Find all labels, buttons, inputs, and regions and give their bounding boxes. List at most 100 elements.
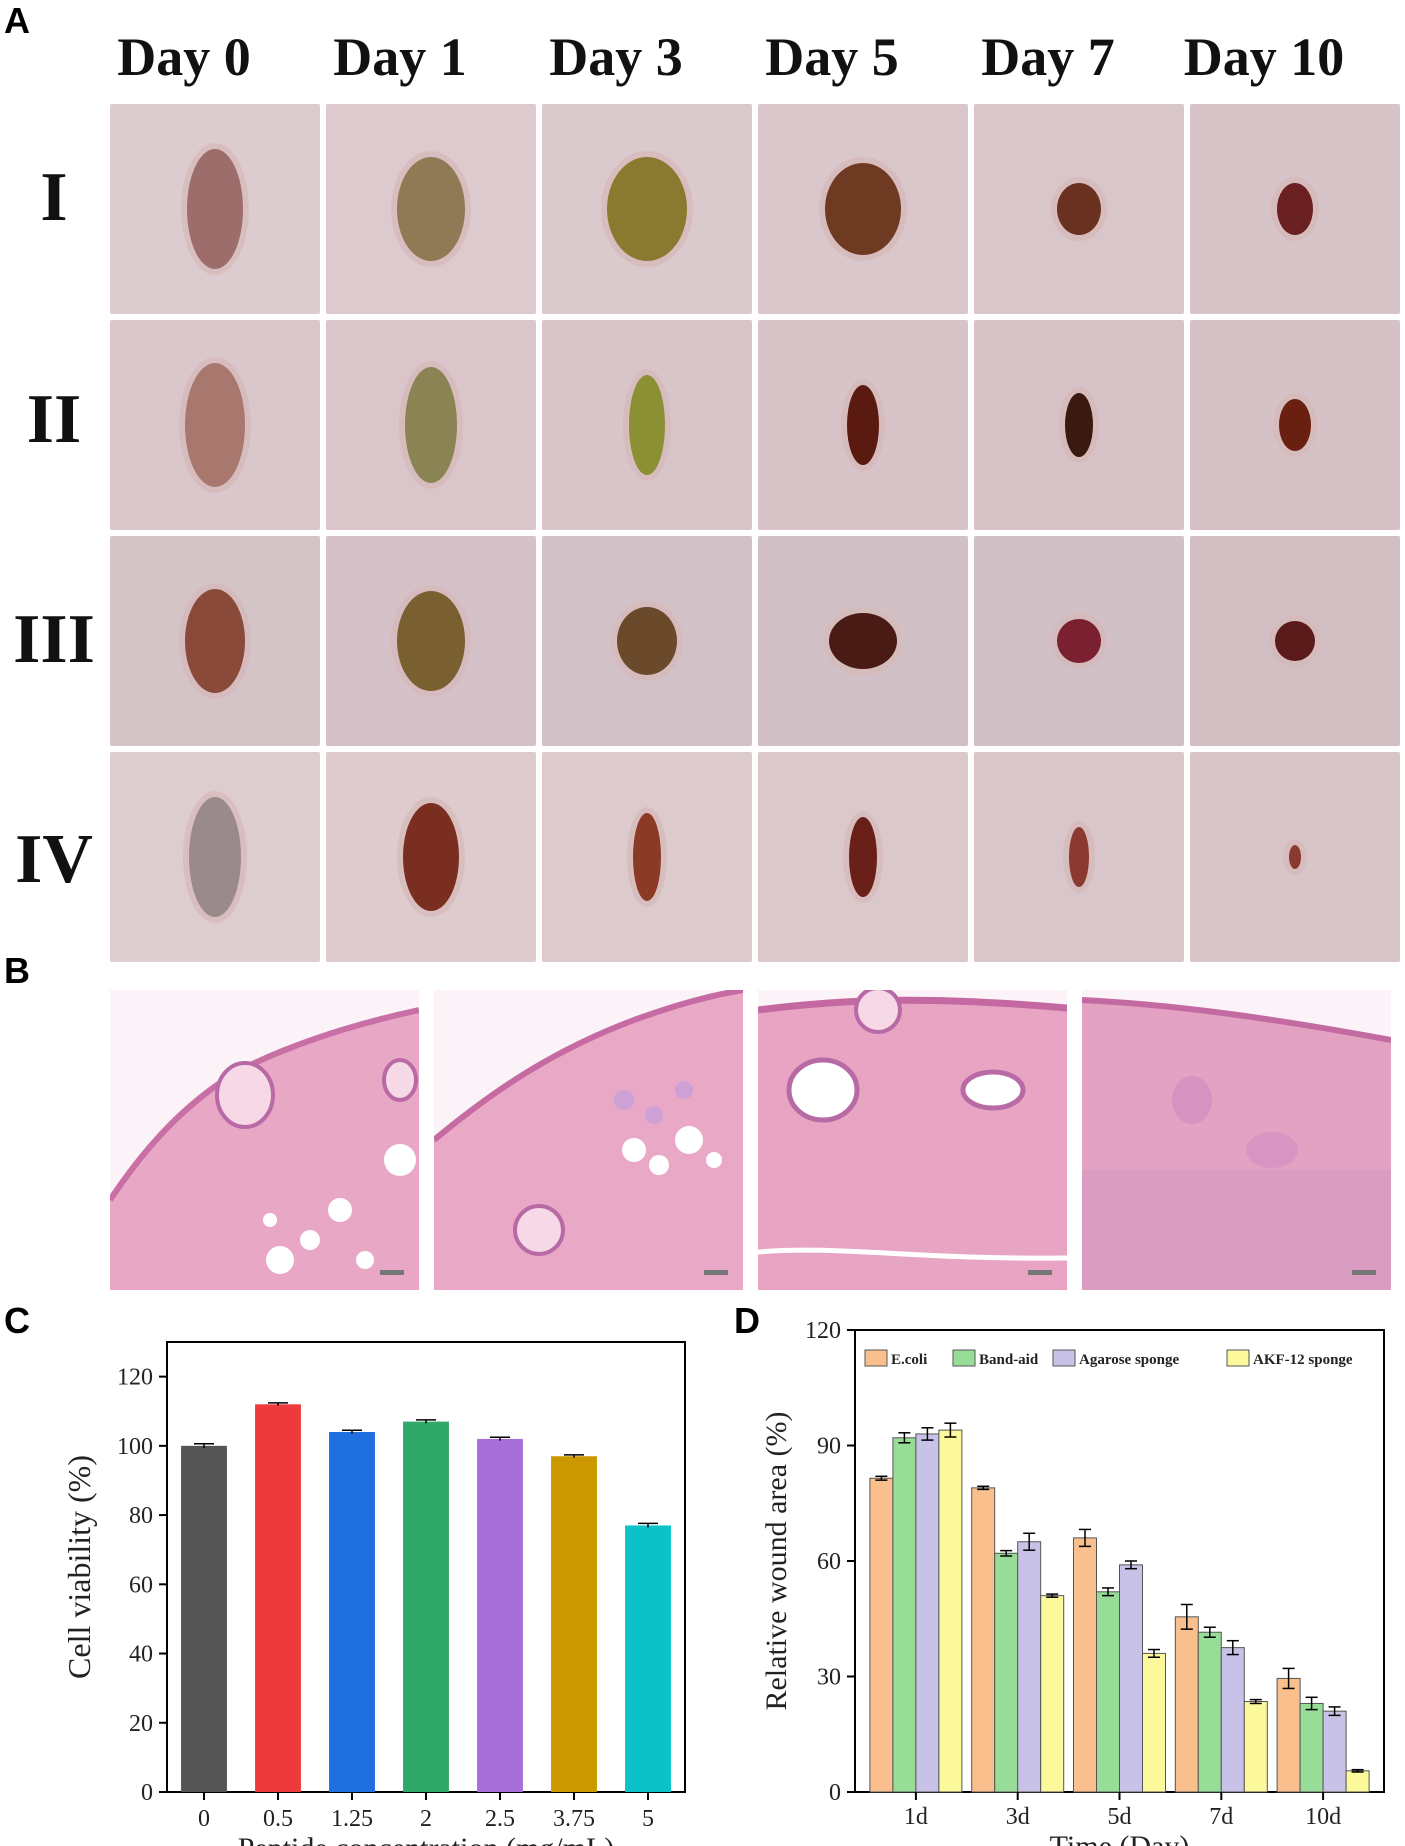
wound (1279, 399, 1311, 451)
bar-5 (625, 1525, 671, 1792)
wound-photo-3-4 (758, 536, 968, 746)
wound (397, 591, 465, 691)
bar-AKF-12 sponge-10d (1345, 1770, 1370, 1793)
y-axis-label: Relative wound area (%) (760, 1411, 793, 1710)
wound (849, 817, 877, 897)
legend-swatch (952, 1349, 976, 1367)
y-tick-label: 60 (129, 1572, 153, 1598)
bar-Agarose sponge-5d (1119, 1564, 1143, 1793)
x-tick-label: 10d (1305, 1804, 1341, 1830)
wound-photo-3-1 (110, 536, 320, 746)
x-tick-label: 5d (1108, 1804, 1132, 1830)
wound-photo-4-1 (110, 752, 320, 962)
wound (1277, 183, 1313, 235)
day-label-1: Day 1 (333, 27, 467, 87)
bar-E.coli-7d (1174, 1616, 1199, 1793)
x-tick-label: 0 (198, 1806, 210, 1832)
bar-AKF-12 sponge-1d (938, 1429, 963, 1793)
x-tick-label: 1d (904, 1804, 928, 1830)
wound-photo-4-3 (542, 752, 752, 962)
legend-label: Agarose sponge (1079, 1352, 1179, 1368)
wound-photo-4-6 (1190, 752, 1400, 962)
x-axis-label: Peptide concentration (mg/mL) (238, 1832, 615, 1846)
wound (633, 813, 661, 901)
wound-photo-1-5 (974, 104, 1184, 314)
cell-viability-chart: 0 20 40 60 80 100 120 0 0.5 1.25 2 2.5 3.75 5 Peptide … (61, 1341, 686, 1846)
wound (1289, 845, 1301, 869)
wound (397, 157, 465, 261)
wound (405, 367, 457, 483)
bar-3.75 (551, 1456, 597, 1792)
x-tick-label: 7d (1209, 1804, 1233, 1830)
y-tick-label: 90 (817, 1434, 841, 1460)
y-tick-label: 0 (829, 1780, 841, 1806)
legend-label: Band-aid (979, 1352, 1039, 1368)
wound-photo-3-5 (974, 536, 1184, 746)
day-label-5: Day 5 (765, 27, 899, 87)
x-tick-label: 0.5 (263, 1806, 293, 1832)
histology-image-4 (1082, 990, 1391, 1290)
wound (829, 613, 897, 669)
legend-label: E.coli (891, 1352, 927, 1368)
wound (403, 803, 459, 911)
y-tick-label: 0 (141, 1780, 153, 1806)
bar-Band-aid-5d (1096, 1591, 1120, 1793)
wound-photo-2-2 (326, 320, 536, 530)
wound (629, 375, 665, 475)
wound-photo-2-6 (1190, 320, 1400, 530)
wound-photo-4-4 (758, 752, 968, 962)
wound-photo-1-4 (758, 104, 968, 314)
bar-Band-aid-1d (892, 1437, 917, 1793)
wound-photo-2-4 (758, 320, 968, 530)
wound-area-chart: 0 30 60 90 120 1d 3d 5d 7d 10d Time (Day) Relative … (760, 1318, 1385, 1846)
wound-photo-4-2 (326, 752, 536, 962)
y-tick-label: 100 (117, 1434, 153, 1460)
bar-E.coli-1d (869, 1477, 894, 1793)
bar-Agarose sponge-1d (915, 1433, 940, 1793)
y-axis-label: Cell viability (%) (61, 1455, 97, 1679)
wound (607, 157, 687, 261)
wound-photo-1-3 (542, 104, 752, 314)
wound-photo-3-6 (1190, 536, 1400, 746)
bar-E.coli-10d (1276, 1677, 1301, 1793)
wound (1065, 393, 1093, 457)
panel-b-letter: B (4, 950, 30, 991)
wound (1057, 183, 1101, 235)
x-axis-label: Time (Day) (1050, 1830, 1190, 1846)
day-label-0: Day 0 (117, 27, 251, 87)
wound-photo-3-2 (326, 536, 536, 746)
y-tick-label: 80 (129, 1503, 153, 1529)
y-tick-label: 30 (817, 1665, 841, 1691)
x-tick-label: 5 (642, 1806, 654, 1832)
bar-2 (403, 1421, 449, 1792)
histology-image-1 (110, 990, 419, 1290)
wound-photo-2-1 (110, 320, 320, 530)
x-tick-label: 2.5 (485, 1806, 515, 1832)
bar-Agarose sponge-3d (1017, 1541, 1042, 1793)
day-label-10: Day 10 (1183, 27, 1345, 87)
bar-Agarose sponge-7d (1220, 1647, 1245, 1793)
bar-0 (181, 1445, 227, 1792)
bar-Band-aid-7d (1197, 1631, 1222, 1793)
panel-a-letter: A (4, 0, 30, 41)
wound-photo-1-2 (326, 104, 536, 314)
day-label-7: Day 7 (981, 27, 1115, 87)
legend-swatch (864, 1349, 888, 1367)
wound (617, 607, 677, 675)
wound-photo-2-3 (542, 320, 752, 530)
legend-swatch (1052, 1349, 1076, 1367)
y-tick-label: 120 (117, 1365, 153, 1391)
y-tick-label: 40 (129, 1642, 153, 1668)
wound (189, 797, 241, 917)
wound (187, 149, 243, 269)
x-tick-label: 3d (1006, 1804, 1030, 1830)
wound (1057, 619, 1101, 663)
bar-E.coli-3d (971, 1487, 996, 1793)
wound (185, 589, 245, 693)
wound-photo-1-1 (110, 104, 320, 314)
wound (825, 163, 901, 255)
group-label-II: II (26, 381, 82, 458)
bar-Agarose sponge-10d (1322, 1710, 1347, 1793)
legend-label: AKF-12 sponge (1253, 1352, 1353, 1368)
wound-photo-4-5 (974, 752, 1184, 962)
